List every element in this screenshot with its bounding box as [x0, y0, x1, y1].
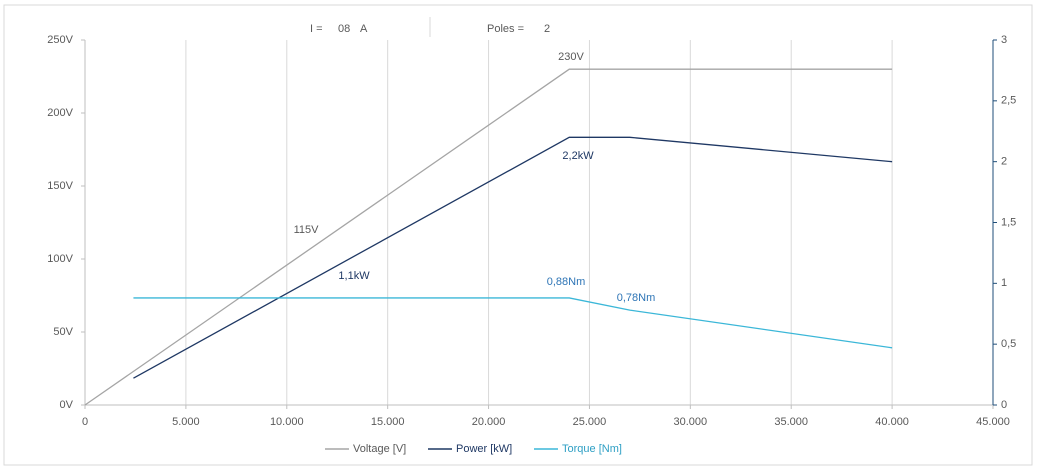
y-tick-label: 200V — [47, 107, 73, 119]
current-value: 08 — [338, 23, 350, 35]
x-tick-label: 45.000 — [976, 416, 1010, 428]
x-tick-label: 35.000 — [774, 416, 808, 428]
legend-label: Power [kW] — [456, 443, 512, 455]
y-tick-label: 0V — [60, 399, 74, 411]
y-tick-label: 250V — [47, 34, 73, 46]
legend-label: Torque [Nm] — [562, 443, 622, 455]
series-line — [84, 68, 893, 406]
x-tick-label: 10.000 — [270, 416, 304, 428]
y-tick-label: 50V — [53, 326, 73, 338]
y2-tick-label: 1 — [1001, 277, 1007, 289]
y2-tick-label: 3 — [1001, 34, 1007, 46]
x-tick-label: 30.000 — [674, 416, 708, 428]
x-tick-label: 5.000 — [172, 416, 200, 428]
y2-tick-label: 2,5 — [1001, 95, 1016, 107]
x-tick-label: 40.000 — [875, 416, 909, 428]
annotation: 1,1kW — [338, 270, 370, 282]
x-tick-label: 0 — [82, 416, 88, 428]
x-tick-label: 25.000 — [573, 416, 607, 428]
current-unit: A — [360, 23, 368, 35]
legend-label: Voltage [V] — [353, 443, 406, 455]
y2-tick-label: 0 — [1001, 399, 1007, 411]
annotation: 230V — [558, 51, 584, 63]
y-tick-label: 150V — [47, 180, 73, 192]
annotation: 2,2kW — [562, 150, 594, 162]
x-tick-label: 20.000 — [472, 416, 506, 428]
y-tick-label: 100V — [47, 253, 73, 265]
y2-tick-label: 1,5 — [1001, 216, 1016, 228]
x-tick-label: 15.000 — [371, 416, 405, 428]
series-line — [133, 136, 893, 379]
poles-value: 2 — [544, 23, 550, 35]
series-line — [133, 297, 893, 349]
poles-label: Poles = — [487, 23, 524, 35]
current-label: I = — [310, 23, 323, 35]
annotation: 0,88Nm — [547, 276, 586, 288]
chart-border — [3, 4, 1033, 466]
y2-tick-label: 2 — [1001, 156, 1007, 168]
y2-tick-label: 0,5 — [1001, 338, 1016, 350]
annotation: 0,78Nm — [617, 292, 656, 304]
annotation: 115V — [294, 224, 320, 236]
